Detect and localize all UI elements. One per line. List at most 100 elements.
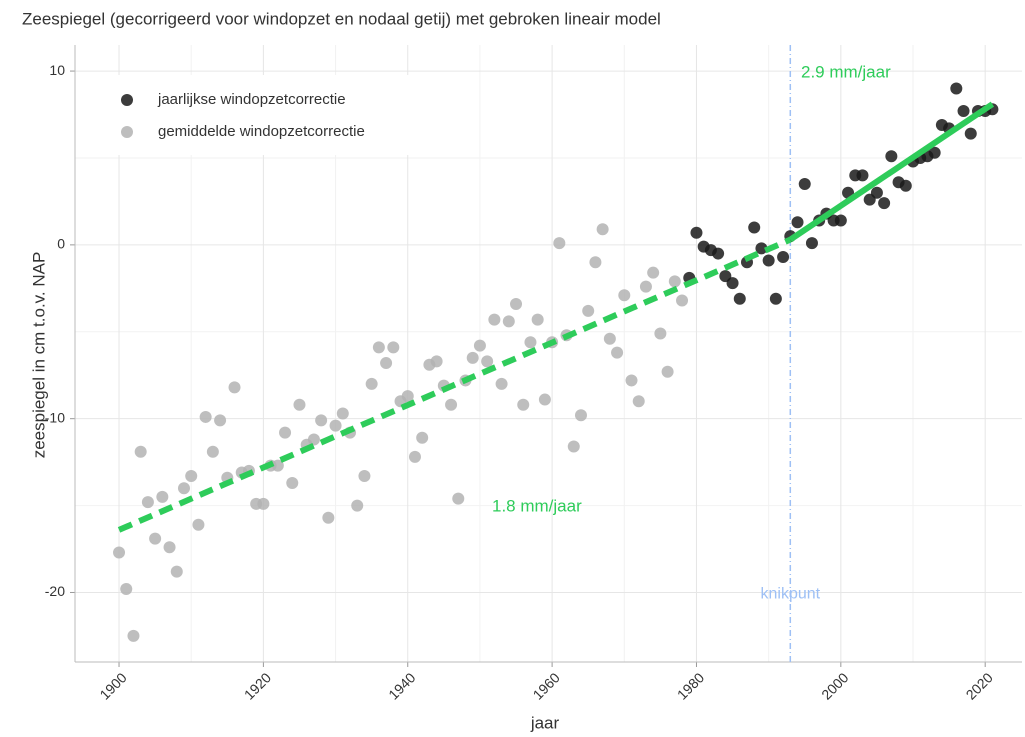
- point: [762, 254, 775, 267]
- point: [538, 393, 551, 406]
- point: [430, 355, 443, 368]
- point: [856, 169, 869, 182]
- point: [315, 414, 328, 427]
- point: [899, 179, 912, 192]
- point: [950, 82, 963, 95]
- fit-label: 2.9 mm/jaar: [801, 62, 891, 81]
- y-tick-label: -10: [45, 409, 65, 425]
- point: [372, 341, 385, 354]
- point: [351, 499, 364, 512]
- point: [336, 407, 349, 420]
- point: [127, 629, 140, 642]
- point: [206, 445, 219, 458]
- point: [192, 518, 205, 531]
- point: [134, 445, 147, 458]
- point: [928, 146, 941, 159]
- legend: jaarlijkse windopzetcorrectie gemiddelde …: [100, 75, 420, 155]
- point: [676, 294, 689, 307]
- point: [596, 223, 609, 236]
- point: [668, 275, 681, 288]
- point: [408, 450, 421, 463]
- point: [777, 251, 790, 264]
- point: [589, 256, 602, 269]
- point: [279, 426, 292, 439]
- point: [307, 433, 320, 446]
- point: [625, 374, 638, 387]
- break-label: knikpunt: [761, 585, 821, 602]
- point: [611, 346, 624, 359]
- point: [156, 490, 169, 503]
- point: [120, 583, 133, 596]
- y-tick-label: 0: [57, 236, 65, 252]
- point: [199, 410, 212, 423]
- point: [632, 395, 645, 408]
- point: [878, 197, 891, 210]
- point: [726, 277, 739, 290]
- point: [712, 247, 725, 260]
- point: [322, 511, 335, 524]
- point: [733, 292, 746, 305]
- point: [329, 419, 342, 432]
- legend-swatch: [121, 126, 133, 138]
- point: [293, 398, 306, 411]
- point: [113, 546, 126, 559]
- x-tick-label: 1960: [530, 669, 563, 702]
- point: [149, 532, 162, 545]
- point: [481, 355, 494, 368]
- point: [228, 381, 241, 394]
- point: [582, 304, 595, 317]
- fit-line: [788, 101, 995, 243]
- point: [473, 339, 486, 352]
- x-tick-label: 1940: [385, 669, 418, 702]
- chart-title: Zeespiegel (gecorrigeerd voor windopzet …: [22, 9, 661, 28]
- point: [769, 292, 782, 305]
- point: [885, 150, 898, 163]
- x-axis-label: jaar: [530, 713, 560, 732]
- point: [380, 357, 393, 370]
- point: [387, 341, 400, 354]
- point: [618, 289, 631, 302]
- point: [553, 237, 566, 250]
- legend-box: [100, 75, 420, 155]
- point: [567, 440, 580, 453]
- point: [870, 186, 883, 199]
- fit-label: 1.8 mm/jaar: [492, 496, 582, 515]
- point: [798, 178, 811, 191]
- point: [748, 221, 761, 234]
- point: [647, 266, 660, 279]
- point: [163, 541, 176, 554]
- point: [170, 565, 183, 578]
- point: [964, 127, 977, 140]
- point: [510, 297, 523, 310]
- point: [286, 476, 299, 489]
- y-axis-label: zeespiegel in cm t.o.v. NAP: [29, 252, 48, 459]
- point: [185, 470, 198, 483]
- point: [957, 105, 970, 118]
- x-tick-label: 2020: [963, 669, 996, 702]
- legend-swatch: [121, 94, 133, 106]
- point: [416, 431, 429, 444]
- point: [805, 237, 818, 250]
- point: [214, 414, 227, 427]
- x-tick-label: 1920: [241, 669, 274, 702]
- point: [445, 398, 458, 411]
- x-tick-label: 2000: [818, 669, 851, 702]
- point: [661, 365, 674, 378]
- y-tick-label: -20: [45, 583, 65, 599]
- point: [141, 496, 154, 509]
- point: [603, 332, 616, 345]
- legend-label: jaarlijkse windopzetcorrectie: [157, 91, 346, 108]
- point: [495, 377, 508, 390]
- point: [654, 327, 667, 340]
- point: [531, 313, 544, 326]
- point: [502, 315, 515, 328]
- point: [452, 492, 465, 505]
- point: [257, 497, 270, 510]
- fit-line: [117, 236, 792, 533]
- point: [524, 336, 537, 349]
- point: [488, 313, 501, 326]
- point: [690, 226, 703, 239]
- point: [517, 398, 530, 411]
- point: [358, 470, 371, 483]
